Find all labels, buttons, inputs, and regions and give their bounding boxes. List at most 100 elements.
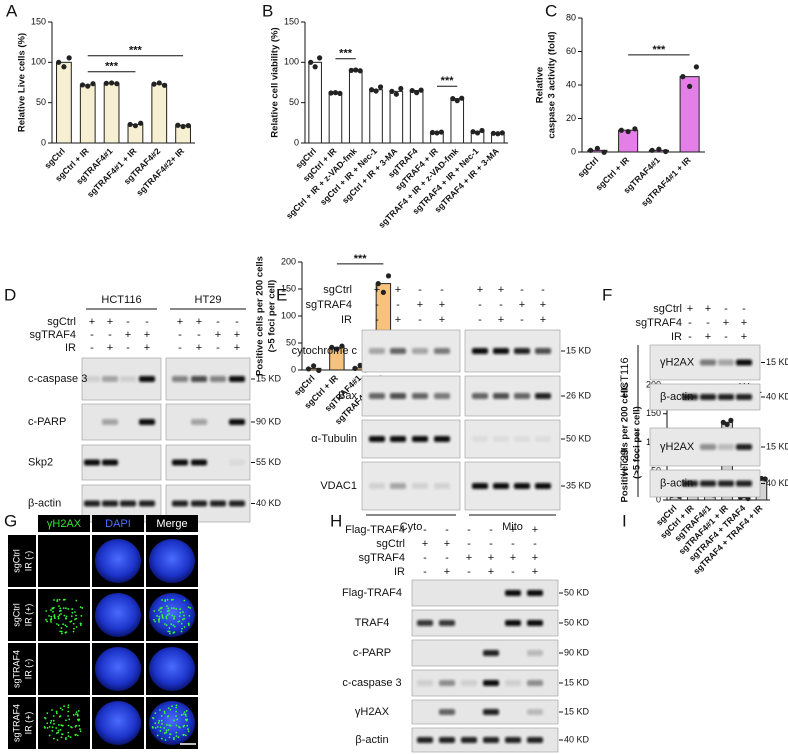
condition-sign: + <box>477 284 483 296</box>
focus <box>65 719 67 722</box>
condition-sign: - <box>724 331 728 343</box>
focus <box>151 726 154 728</box>
blot-band <box>139 376 155 382</box>
data-point <box>312 64 318 70</box>
micrograph <box>38 697 90 749</box>
condition-sign: - <box>499 299 503 311</box>
significance-label: *** <box>354 253 368 265</box>
kd-label: 15 KD <box>564 706 590 716</box>
blot-band <box>191 500 207 507</box>
focus <box>164 623 166 625</box>
focus <box>164 599 167 601</box>
y-axis-label: Positive cells per 200 cells <box>620 383 631 503</box>
data-point <box>728 417 734 423</box>
focus <box>56 739 59 741</box>
focus <box>175 710 178 713</box>
focus <box>80 614 83 617</box>
condition-sign: - <box>90 329 94 341</box>
data-point <box>185 123 191 129</box>
y-tick-label: 0 <box>291 364 296 374</box>
focus <box>58 614 61 617</box>
focus <box>50 609 52 611</box>
nucleus <box>95 593 141 637</box>
blot-band <box>493 483 509 489</box>
blot-band <box>369 348 385 354</box>
focus <box>165 617 168 620</box>
focus <box>74 733 77 736</box>
focus <box>182 618 184 621</box>
focus <box>59 728 62 731</box>
focus <box>55 712 58 715</box>
data-point <box>656 146 662 152</box>
data-point <box>316 367 322 373</box>
data-point <box>601 149 607 155</box>
row-label: β-actin <box>28 497 61 509</box>
y-tick-label: 80 <box>566 12 576 22</box>
focus <box>59 607 62 610</box>
kd-label: 50 KD <box>566 433 592 443</box>
blot-band <box>527 650 543 656</box>
condition-sign: + <box>144 342 150 354</box>
condition-sign: + <box>89 316 95 328</box>
focus <box>159 607 162 610</box>
condition-sign: - <box>108 329 112 341</box>
focus <box>183 599 186 602</box>
focus <box>75 626 78 628</box>
y-tick-label: 150 <box>646 408 661 418</box>
panel-letter: F <box>602 285 612 304</box>
blot-band <box>172 500 188 507</box>
focus <box>163 727 166 729</box>
focus <box>159 709 161 711</box>
condition-label: sgCtrl <box>653 303 682 315</box>
blot-band <box>535 348 551 354</box>
blot-band <box>229 500 245 507</box>
y-tick-label: 0 <box>656 494 661 504</box>
focus <box>180 630 183 633</box>
data-point <box>438 129 445 135</box>
data-point <box>389 88 395 94</box>
condition-sign: - <box>520 314 524 326</box>
y-axis-label: (>5 foci per cell) <box>267 280 278 353</box>
condition-sign: - <box>418 284 422 296</box>
focus <box>168 724 171 727</box>
blot-band <box>472 393 488 399</box>
blot-band <box>102 419 118 425</box>
condition-sign: + <box>540 314 546 326</box>
focus <box>172 738 175 741</box>
focus <box>165 724 168 726</box>
row-label: Skp2 <box>28 456 53 468</box>
nucleus <box>149 539 195 583</box>
data-point <box>594 145 600 151</box>
focus <box>167 728 170 731</box>
blot-band <box>369 436 385 442</box>
focus <box>165 615 168 618</box>
focus <box>158 620 160 623</box>
blot-band <box>461 737 477 743</box>
blot-band <box>514 393 530 399</box>
blot-band <box>527 680 543 686</box>
data-point <box>66 55 72 61</box>
blot-band <box>736 480 752 487</box>
data-point <box>61 64 67 70</box>
data-point <box>337 90 343 96</box>
condition-sign: - <box>90 342 94 354</box>
blot-band <box>700 394 716 400</box>
kd-label: 55 KD <box>256 457 282 467</box>
focus <box>46 712 49 715</box>
focus <box>178 726 181 729</box>
focus <box>59 630 62 633</box>
row-label: Bax <box>338 390 357 402</box>
focus <box>60 627 63 629</box>
data-point <box>339 343 345 349</box>
row-label: γH2AX <box>660 356 695 368</box>
focus <box>160 610 162 613</box>
data-point <box>490 130 496 136</box>
significance-label: *** <box>105 61 119 73</box>
blot-band <box>682 394 698 400</box>
focus <box>54 617 56 619</box>
condition-sign: - <box>541 284 545 296</box>
focus <box>189 607 192 609</box>
focus <box>61 733 63 736</box>
